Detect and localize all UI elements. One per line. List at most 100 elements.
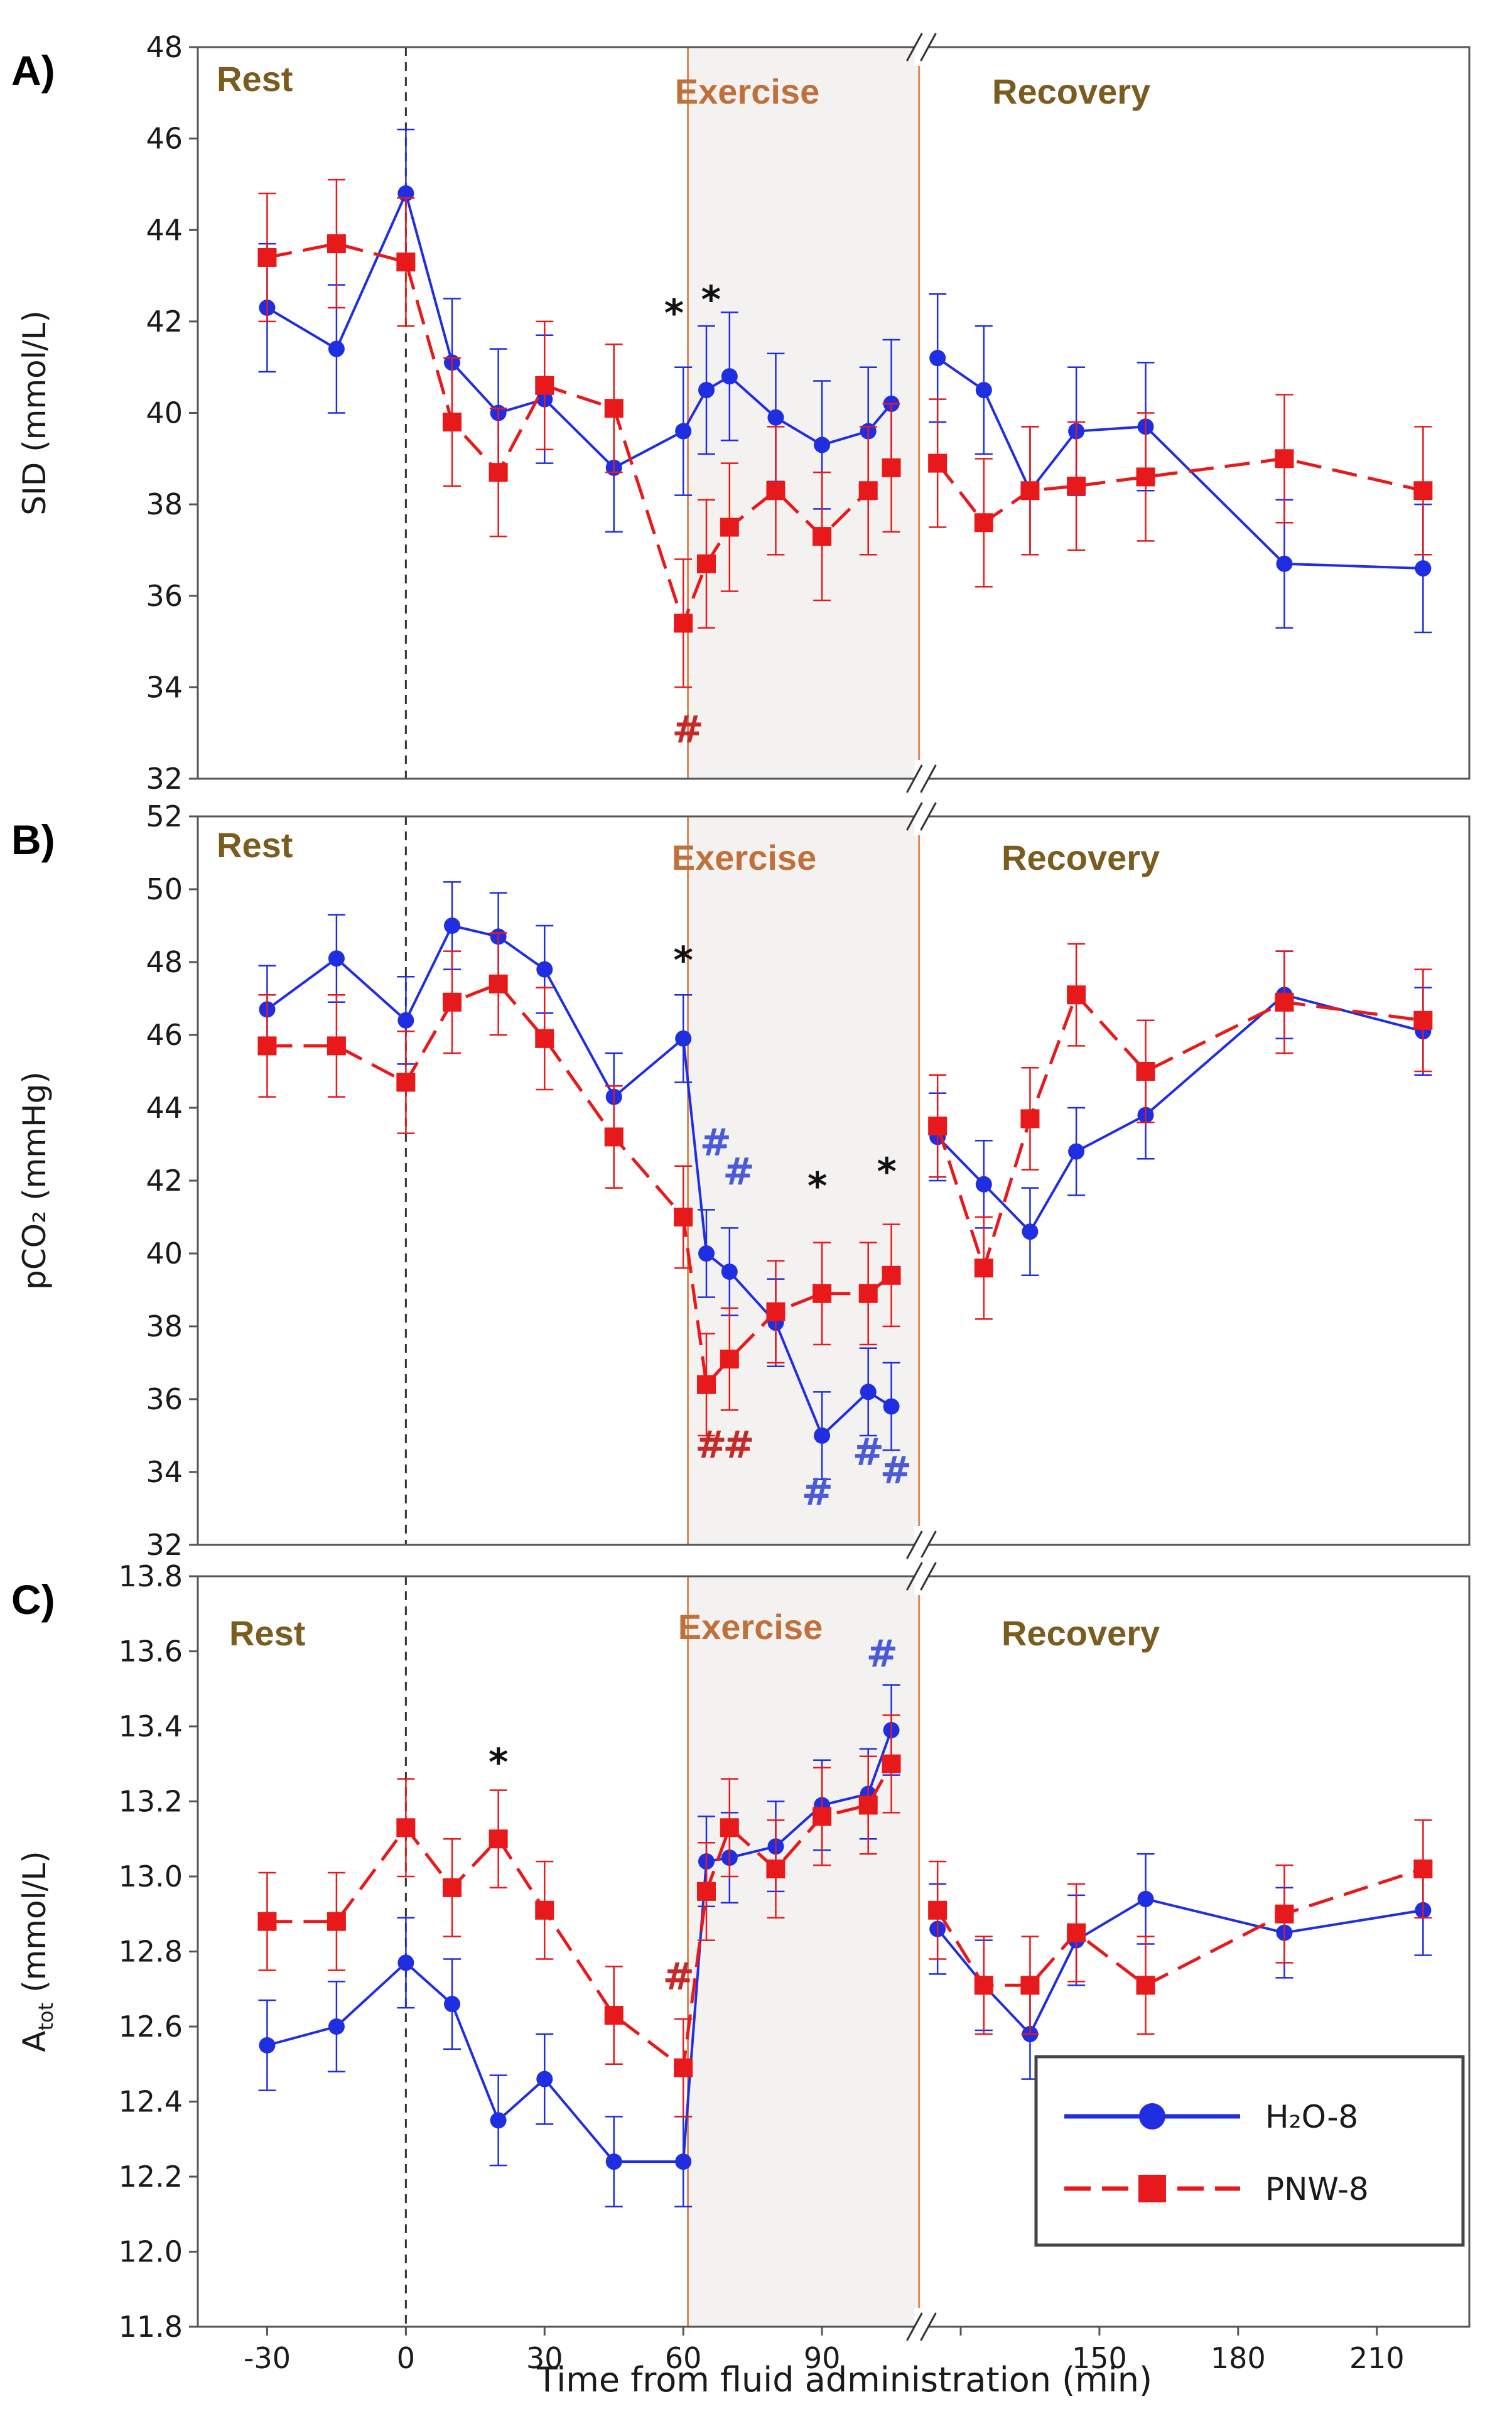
data-point-h2o xyxy=(397,1954,414,1971)
data-point-h2o xyxy=(814,1427,831,1444)
y-tick-label: 36 xyxy=(146,1382,183,1416)
axis-break-gap-top xyxy=(914,798,929,835)
data-point-pnw xyxy=(813,1284,832,1303)
series-line-h2o xyxy=(266,190,893,470)
y-tick-label: 48 xyxy=(146,945,183,979)
data-point-h2o xyxy=(1276,555,1293,572)
data-point-pnw xyxy=(1136,1976,1155,1995)
phase-label-rest: Rest xyxy=(217,59,293,99)
significance-hash: # xyxy=(853,1430,884,1474)
axis-break-mark xyxy=(906,802,923,831)
data-point-h2o xyxy=(1068,1143,1085,1160)
y-tick-label: 13.0 xyxy=(119,1860,183,1893)
data-point-pnw xyxy=(928,1900,948,1920)
panel-c: 11.8 12.0 12.2 12.4 12.6 12.8 13.0 13.2 13.4 13.6… xyxy=(11,1557,1471,2346)
data-point-pnw xyxy=(257,247,277,267)
significance-star: * xyxy=(877,1150,896,1194)
y-tick-label: 40 xyxy=(146,396,183,430)
significance-hash: # xyxy=(695,1423,726,1467)
x-tick-label: 0 xyxy=(397,2341,415,2375)
y-tick-label: 50 xyxy=(146,872,183,906)
panel-a: 32 34 36 38 40 42 44 46 48 SID (mmol/L) A) Rest Exer… xyxy=(11,28,1471,798)
data-point-pnw xyxy=(882,1754,901,1773)
data-point-h2o xyxy=(675,423,692,440)
data-point-pnw xyxy=(535,376,554,395)
y-tick-label: 44 xyxy=(146,213,183,247)
data-point-pnw xyxy=(766,481,786,501)
data-point-pnw xyxy=(1275,992,1294,1012)
data-point-h2o xyxy=(328,2018,345,2035)
x-tick-label: 90 xyxy=(804,2341,841,2375)
axis-break-mark xyxy=(906,764,923,793)
data-point-pnw xyxy=(1067,477,1086,495)
series-line-h2o xyxy=(266,924,892,1438)
y-tick-label: 34 xyxy=(146,1455,183,1489)
data-point-h2o xyxy=(860,1383,877,1400)
axis-break-mark xyxy=(906,1530,923,1559)
significance-hash: # xyxy=(802,1470,833,1514)
y-tick-label: 12.2 xyxy=(119,2160,183,2194)
y-tick-label: 13.2 xyxy=(119,1785,183,1819)
data-point-pnw xyxy=(1020,1976,1040,1995)
data-point-pnw xyxy=(928,1117,948,1135)
data-point-h2o xyxy=(698,1245,715,1262)
data-point-pnw xyxy=(858,1284,878,1303)
exercise-shade xyxy=(688,1576,919,2327)
data-point-h2o xyxy=(767,409,784,426)
series-line-h2o xyxy=(936,993,1423,1234)
data-point-h2o xyxy=(605,2153,622,2170)
legend-marker-h2o xyxy=(1139,2103,1165,2130)
x-tick-label: -30 xyxy=(244,2341,291,2375)
data-point-pnw xyxy=(396,252,416,272)
data-point-h2o xyxy=(698,382,715,399)
data-point-pnw xyxy=(674,614,693,633)
data-point-pnw xyxy=(489,1829,508,1849)
x-tick-label: 150 xyxy=(1072,2341,1127,2375)
phase-label-recovery: Recovery xyxy=(992,72,1150,111)
data-point-pnw xyxy=(674,1208,693,1226)
y-tick-label: 52 xyxy=(146,799,183,833)
phase-label-exercise: Exercise xyxy=(675,72,819,111)
data-point-pnw xyxy=(720,517,739,537)
data-point-h2o xyxy=(444,1996,460,2013)
y-tick-label: 13.8 xyxy=(119,1559,183,1593)
y-tick-label: 38 xyxy=(146,487,183,521)
data-point-pnw xyxy=(489,974,508,993)
axis-break-mark xyxy=(906,2312,923,2341)
significance-star: * xyxy=(664,291,684,335)
data-point-h2o xyxy=(675,1030,692,1047)
data-point-pnw xyxy=(813,1807,832,1826)
data-point-pnw xyxy=(535,1900,554,1920)
data-point-pnw xyxy=(974,1976,993,1995)
axis-break-gap-top xyxy=(914,28,929,66)
data-point-pnw xyxy=(604,399,624,418)
phase-label-recovery: Recovery xyxy=(1002,1613,1160,1653)
data-point-h2o xyxy=(536,2071,553,2087)
legend-box xyxy=(1034,2055,1465,2247)
significance-hash: # xyxy=(723,1150,754,1194)
data-point-pnw xyxy=(535,1029,554,1048)
x-tick-label: 180 xyxy=(1211,2341,1266,2375)
significance-hash: # xyxy=(663,1954,694,1998)
data-point-pnw xyxy=(1020,1109,1040,1129)
axis-break-gap-top xyxy=(914,1557,929,1595)
data-point-pnw xyxy=(882,1265,901,1285)
series-line-pnw xyxy=(936,992,1423,1274)
x-axis-label: Time from fluid administration (min) xyxy=(536,2360,1152,2400)
data-point-pnw xyxy=(604,1127,624,1147)
data-point-pnw xyxy=(1275,449,1294,468)
significance-hash: # xyxy=(880,1448,912,1492)
axis-break-mark xyxy=(920,764,937,793)
axis-break-gap-bottom xyxy=(914,2308,929,2346)
data-point-h2o xyxy=(721,368,738,385)
y-tick-label: 44 xyxy=(146,1091,183,1125)
data-point-pnw xyxy=(257,1912,277,1931)
legend-label-h2o: H₂O-8 xyxy=(1265,2099,1358,2135)
data-point-pnw xyxy=(1136,1062,1155,1081)
x-tick-label: 210 xyxy=(1349,2341,1405,2375)
data-point-pnw xyxy=(882,458,901,477)
data-point-pnw xyxy=(327,234,346,254)
data-point-pnw xyxy=(443,992,462,1012)
data-point-pnw xyxy=(604,2006,624,2025)
legend-label-pnw: PNW-8 xyxy=(1265,2171,1369,2207)
